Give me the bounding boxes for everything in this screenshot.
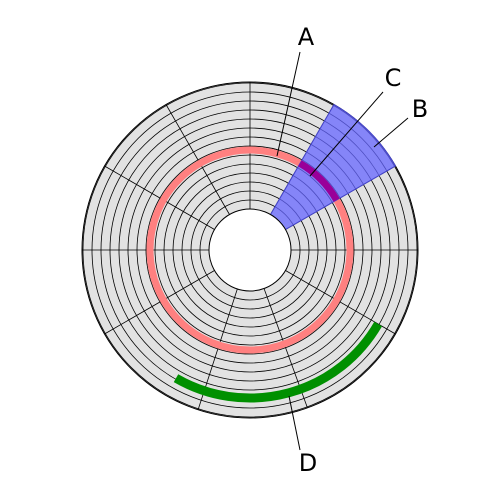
label-c: C — [385, 64, 402, 92]
leader-line — [288, 395, 301, 451]
label-a: A — [298, 23, 315, 51]
sector-boundary — [165, 104, 230, 215]
label-d: D — [299, 449, 317, 477]
leader-line — [373, 117, 409, 148]
track-highlight — [146, 146, 354, 354]
cluster-arc — [173, 321, 383, 403]
track-sector — [298, 160, 340, 202]
leader-line — [309, 91, 384, 177]
label-b: B — [412, 95, 428, 123]
sector-boundary — [285, 270, 396, 335]
sector-boundary — [104, 270, 215, 335]
spindle-hole — [208, 208, 292, 292]
sector-boundary — [104, 165, 215, 230]
leader-line — [276, 51, 301, 157]
